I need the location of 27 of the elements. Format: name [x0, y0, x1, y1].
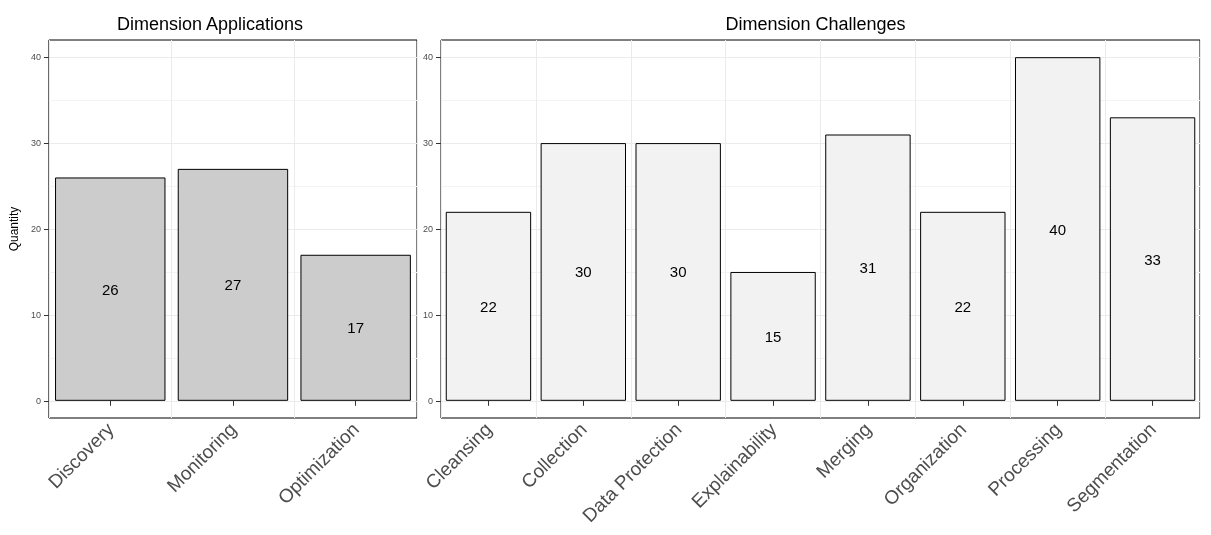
- y-tick-label: 20: [423, 224, 434, 234]
- data-label: 30: [574, 263, 592, 281]
- y-tick-label: 40: [423, 52, 434, 63]
- y-tick-label: 30: [30, 138, 41, 149]
- chart-title: Dimension Challenges: [725, 14, 906, 34]
- data-label: 30: [669, 263, 687, 281]
- y-tick-label: 30: [423, 138, 434, 149]
- data-label: 22: [954, 297, 972, 315]
- data-label: 33: [1144, 250, 1161, 268]
- y-tick-label: 40: [30, 52, 41, 63]
- y-axis-title: Quantity: [7, 206, 21, 252]
- data-label: 40: [1049, 220, 1067, 238]
- y-tick-label: 0: [35, 395, 41, 406]
- y-tick-label: 10: [423, 309, 434, 320]
- data-label: 15: [764, 327, 782, 345]
- data-label: 31: [859, 259, 877, 277]
- data-label: 27: [224, 276, 242, 294]
- y-tick-label: 10: [30, 309, 41, 320]
- bar: [300, 254, 411, 401]
- data-label: 22: [480, 297, 497, 315]
- data-label: 26: [101, 280, 119, 298]
- y-tick-label: 0: [428, 395, 434, 406]
- bar: [177, 168, 289, 401]
- bar: [55, 177, 166, 401]
- data-label: 17: [347, 319, 364, 337]
- y-tick-label: 20: [30, 224, 41, 234]
- chart-title: Dimension Applications: [116, 14, 304, 34]
